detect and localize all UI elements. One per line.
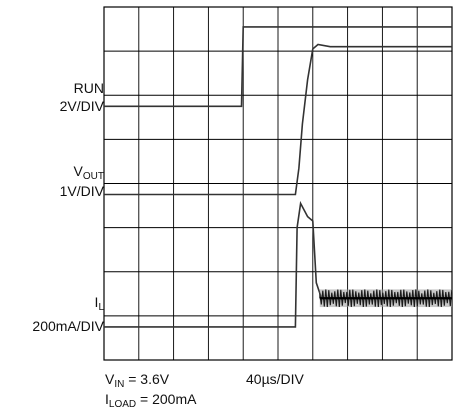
- il-channel-label: IL: [94, 294, 104, 313]
- run-channel-label: RUN: [73, 80, 104, 96]
- plot-traces: [104, 26, 453, 328]
- run-trace: [104, 26, 452, 108]
- vout-trace: [104, 43, 452, 196]
- time-scale-label: 40µs/DIV: [246, 371, 304, 387]
- run-scale-label: 2V/DIV: [59, 98, 104, 114]
- il-scale-label: 200mA/DIV: [32, 318, 104, 334]
- iload-condition-label: ILOAD = 200mA: [105, 391, 197, 410]
- vin-condition-label: VIN = 3.6V: [105, 371, 170, 390]
- vout-scale-label: 1V/DIV: [59, 183, 104, 199]
- vout-channel-label: VOUT: [73, 163, 104, 182]
